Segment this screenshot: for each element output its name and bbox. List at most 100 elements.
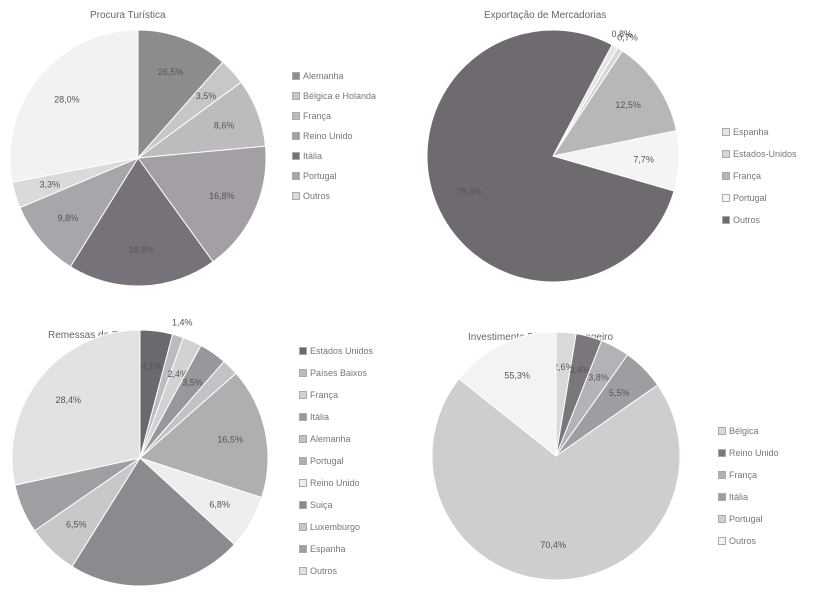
legend-item: Bélgica e Holanda [292, 86, 376, 106]
legend-item: Luxemburgo [299, 516, 373, 538]
pie-slice [551, 50, 678, 157]
legend-swatch [299, 347, 307, 355]
slice-label: 26,5% [158, 67, 184, 77]
chart-legend: Estados Unidos Países Baixos França Itália A… [299, 340, 373, 582]
legend-swatch [292, 192, 300, 200]
legend-item: Portugal [299, 450, 373, 472]
legend-label: Estados Unidos [310, 346, 374, 356]
pie-chart-remessas-emigrantes: Remessas de Emigrantes 4,1%1,4%2,4%3,5%1… [0, 298, 420, 595]
legend-swatch [722, 150, 730, 158]
legend-swatch [722, 216, 730, 224]
slice-label: 16,8% [209, 191, 235, 201]
legend-item: Itália [292, 146, 376, 166]
legend-label: Itália [303, 151, 323, 161]
pie-slice [137, 29, 224, 160]
legend-item: França [722, 165, 797, 187]
legend-swatch [292, 72, 300, 80]
slice-label: 16,5% [217, 434, 243, 444]
legend-item: Portugal [722, 187, 797, 209]
legend-label: Outros [310, 566, 338, 576]
legend-item: Outros [292, 186, 376, 206]
legend-label: Reino Unido [729, 448, 779, 458]
legend-item: Estados-Unidos [722, 143, 797, 165]
legend-swatch [299, 567, 307, 575]
chart-title: Exportação de Mercadorias [484, 10, 607, 21]
slice-label: 70,4% [540, 540, 566, 550]
legend-item: Espanha [299, 538, 373, 560]
pie-svg: 4,1% 1,4% 2,4%3,5% 16,5% 6,8% 6,5% 28,4% [11, 317, 269, 587]
slice-label: 3,8% [588, 373, 609, 383]
legend-label: França [303, 111, 332, 121]
legend-item: França [292, 106, 376, 126]
legend-swatch [718, 471, 726, 479]
slice-label: 5,5% [609, 388, 630, 398]
legend-item: Alemanha [299, 428, 373, 450]
slice-label: 0,8% [612, 29, 633, 39]
legend-label: Bélgica [729, 426, 759, 436]
legend-swatch [299, 369, 307, 377]
legend-label: Reino Unido [303, 131, 353, 141]
chart-legend: Espanha Estados-Unidos França Portugal Outro… [722, 121, 797, 231]
slice-label: 8,6% [214, 120, 235, 130]
legend-label: Alemanha [310, 434, 351, 444]
legend-item: Países Baixos [299, 362, 373, 384]
legend-item: Outros [722, 209, 797, 231]
slice-label: 3,5% [182, 377, 203, 387]
legend-swatch [299, 435, 307, 443]
legend-swatch [299, 391, 307, 399]
slice-label: 4,1% [142, 362, 163, 372]
legend-label: Países Baixos [310, 368, 368, 378]
legend-item: Outros [299, 560, 373, 582]
slice-label: 3,5% [196, 91, 217, 101]
slice-label: 1,4% [172, 317, 193, 327]
legend-item: Portugal [718, 508, 779, 530]
legend-label: Portugal [310, 456, 344, 466]
pie-slice [137, 145, 267, 263]
pie-slice [9, 29, 139, 183]
legend-item: Outros [718, 530, 779, 552]
legend-label: Outros [729, 536, 757, 546]
legend-label: Outros [303, 191, 331, 201]
slice-label: 55,3% [504, 371, 530, 381]
legend-label: Portugal [729, 514, 763, 524]
legend-label: Espanha [310, 544, 346, 554]
legend-swatch [292, 92, 300, 100]
legend-item: Reino Unido [299, 472, 373, 494]
legend-item: França [299, 384, 373, 406]
legend-swatch [718, 449, 726, 457]
slice-label: 7,7% [633, 155, 654, 165]
slice-label: 6,8% [209, 499, 230, 509]
legend-swatch [722, 128, 730, 136]
legend-item: Reino Unido [718, 442, 779, 464]
legend-swatch [718, 427, 726, 435]
legend-swatch [299, 457, 307, 465]
pie-slice [71, 457, 236, 587]
legend-label: Itália [729, 492, 749, 502]
pie-svg: 26,5% 3,5% 8,6% 16,8% 18,8% 9,8% 3,3% 28,0% [9, 29, 267, 287]
legend-item: Espanha [722, 121, 797, 143]
legend-label: Bélgica e Holanda [303, 91, 377, 101]
legend-swatch [292, 132, 300, 140]
legend-label: Portugal [303, 171, 337, 181]
legend-label: Reino Unido [310, 478, 360, 488]
legend-swatch [722, 194, 730, 202]
pie-slice [19, 156, 140, 268]
slice-label: 78,3% [457, 186, 483, 196]
legend-swatch [299, 479, 307, 487]
slice-label: 12,5% [615, 100, 641, 110]
pie-svg: 2,6%3,4%3,8%5,5% 70,4% 55,3% [431, 331, 681, 581]
slice-label: 28,4% [56, 395, 82, 405]
slice-label: 6,5% [66, 520, 87, 530]
pie-slice [426, 29, 675, 283]
slice-label: 3,3% [40, 180, 61, 190]
legend-label: Espanha [733, 127, 769, 137]
legend-swatch [718, 537, 726, 545]
chart-legend: Alemanha Bélgica e Holanda França Reino Uni… [292, 66, 376, 206]
legend-swatch [718, 493, 726, 501]
legend-label: Itália [310, 412, 330, 422]
legend-swatch [299, 501, 307, 509]
pie-chart-procura-turistica: Procura Turística 26,5% 3,5% 8,6% 16,8% 18,8… [0, 0, 420, 298]
legend-label: Portugal [733, 193, 767, 203]
legend-label: Outros [733, 215, 761, 225]
legend-label: Estados-Unidos [733, 149, 797, 159]
